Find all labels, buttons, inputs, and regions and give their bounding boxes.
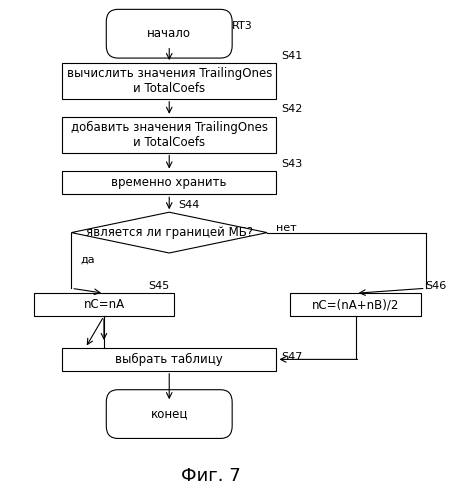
Text: начало: начало xyxy=(147,27,191,40)
Text: является ли границей МБ?: является ли границей МБ? xyxy=(86,226,253,239)
Bar xyxy=(62,172,276,194)
Text: S45: S45 xyxy=(148,281,169,291)
Text: S42: S42 xyxy=(281,104,303,115)
Bar xyxy=(62,116,276,152)
FancyBboxPatch shape xyxy=(106,390,232,438)
Text: nC=nA: nC=nA xyxy=(83,298,125,311)
Text: добавить значения TrailingOnes
и TotalCoefs: добавить значения TrailingOnes и TotalCo… xyxy=(71,120,268,148)
Text: да: да xyxy=(81,255,95,265)
Text: nC=(nA+nB)/2: nC=(nA+nB)/2 xyxy=(312,298,400,311)
Text: временно хранить: временно хранить xyxy=(112,176,227,190)
Text: нет: нет xyxy=(276,222,297,232)
Text: Фиг. 7: Фиг. 7 xyxy=(182,467,241,485)
Text: S43: S43 xyxy=(281,159,303,169)
Text: S44: S44 xyxy=(179,200,200,209)
Bar xyxy=(62,63,276,99)
Text: S46: S46 xyxy=(426,281,447,291)
Polygon shape xyxy=(71,212,267,253)
Text: выбрать таблицу: выбрать таблицу xyxy=(115,353,223,366)
Bar xyxy=(62,348,276,371)
FancyBboxPatch shape xyxy=(106,10,232,58)
Text: S47: S47 xyxy=(281,352,303,362)
Text: S41: S41 xyxy=(281,50,303,60)
Text: RT3: RT3 xyxy=(232,21,253,31)
Text: конец: конец xyxy=(151,408,188,420)
Bar xyxy=(34,294,174,316)
Bar xyxy=(290,294,421,316)
Text: вычислить значения TrailingOnes
и TotalCoefs: вычислить значения TrailingOnes и TotalC… xyxy=(67,67,272,95)
